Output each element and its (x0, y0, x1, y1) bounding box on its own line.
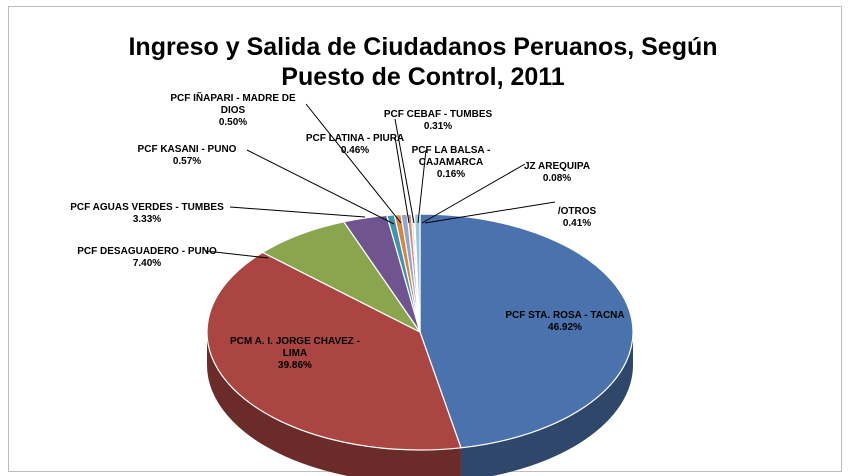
pie-slice-side-2 (207, 332, 461, 476)
pie-slice-side-1 (460, 332, 633, 476)
leader-line-5 (246, 149, 395, 225)
leader-line-9 (417, 149, 427, 224)
data-label-4: PCF AGUAS VERDES - TUMBES 3.33% (70, 202, 224, 225)
leader-line-6 (305, 103, 402, 224)
leader-line-10 (421, 163, 526, 224)
pie-slice-3 (261, 221, 421, 333)
data-label-9: PCF LA BALSA -CAJAMARCA 0.16% (412, 145, 491, 180)
pie-slice-1 (419, 213, 634, 449)
leader-lines (205, 103, 556, 259)
data-labels: PCF STA. ROSA - TACNA 46.92% PCM A. I. JOR… (70, 91, 624, 371)
pie-side-walls (207, 332, 633, 476)
chart-title-line-1: Ingreso y Salida de Ciudadanos Peruanos,… (128, 33, 717, 61)
leader-line-11 (424, 201, 556, 224)
leader-line-7 (394, 136, 410, 224)
pie-slice-11 (413, 213, 421, 333)
data-label-5: PCF KASANI - PUNO 0.57% (138, 144, 237, 167)
data-label-6: PCF IÑAPARI - MADRE DE DIOS 0.50% (170, 91, 296, 128)
data-label-3: PCF DESAGUADERO - PUNO 7.40% (77, 246, 217, 269)
data-label-2: PCM A. I. JORGE CHAVEZ -LIMA 39.86% (230, 336, 360, 371)
data-label-10: JZ AREQUIPA 0.08% (524, 161, 590, 184)
leader-line-8 (394, 118, 415, 224)
pie-slice-2 (206, 251, 462, 451)
pie-top-faces (206, 213, 634, 451)
data-label-11: /OTROS 0.41% (558, 206, 597, 229)
data-label-7: PCF LATINA - PIURA 0.46% (306, 133, 404, 156)
data-label-1: PCF STA. ROSA - TACNA 46.92% (505, 310, 624, 333)
data-label-8: PCF CEBAF - TUMBES 0.31% (384, 109, 493, 132)
leader-line-3 (205, 250, 269, 259)
leader-line-4 (229, 206, 366, 218)
chart-title-line-2: Puesto de Control, 2011 (281, 63, 565, 91)
